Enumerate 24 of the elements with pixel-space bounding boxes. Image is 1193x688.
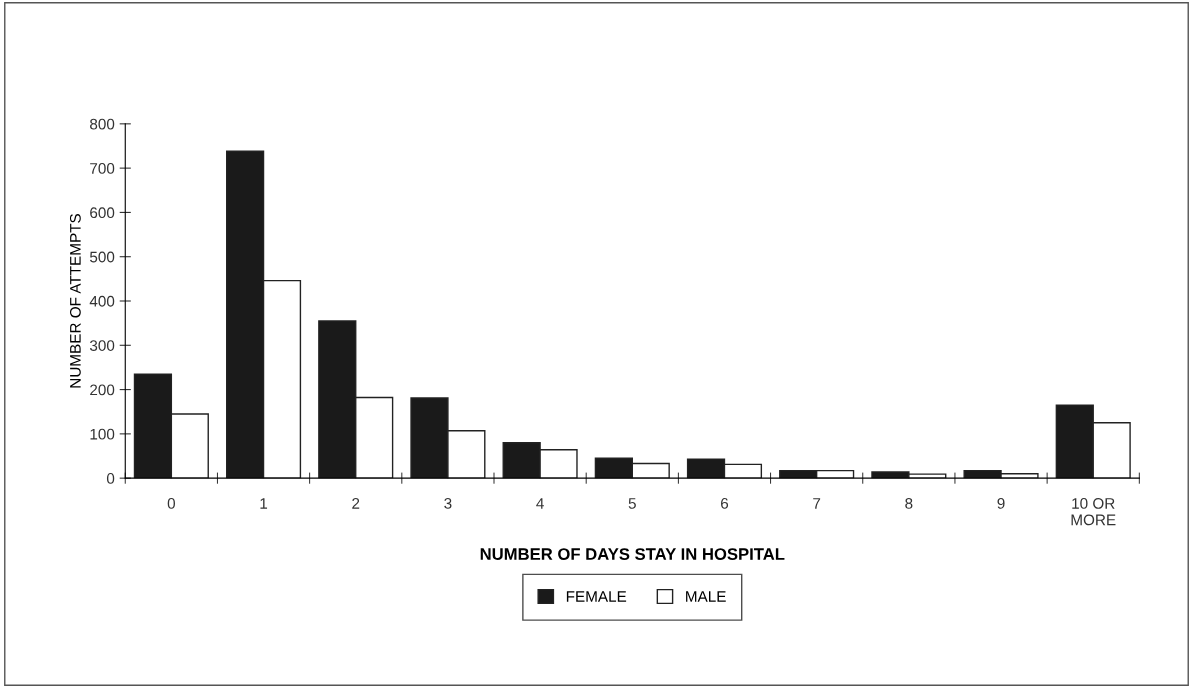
- legend-label: FEMALE: [566, 591, 627, 602]
- y-tick-label: 700: [90, 163, 115, 174]
- y-tick-label: 500: [89, 251, 115, 263]
- x-tick-label: 4: [536, 498, 544, 509]
- y-tick-label: 800: [90, 118, 115, 130]
- y-tick-label: 0: [106, 473, 115, 484]
- x-tick-label: 6: [721, 498, 729, 509]
- x-tick-label: 7: [813, 498, 821, 509]
- x-tick-label: 5: [628, 498, 636, 509]
- x-tick-label: 1: [260, 498, 268, 509]
- x-tick-label: 9: [997, 498, 1005, 509]
- y-tick-label: 300: [89, 340, 115, 351]
- y-tick-label: 100: [90, 428, 115, 440]
- x-tick-label: 8: [905, 498, 913, 509]
- y-tick-label: 400: [89, 295, 115, 307]
- y-axis-title: NUMBER OF ATTEMPTS: [69, 213, 81, 388]
- legend-label: MALE: [686, 591, 726, 602]
- y-tick-label: 600: [90, 207, 115, 219]
- y-tick-label: 200: [90, 384, 115, 396]
- x-tick-label: 3: [444, 498, 452, 509]
- x-tick-label: 2: [352, 498, 360, 509]
- x-tick-label: 10 OR MORE: [1071, 498, 1116, 526]
- x-axis-title: NUMBER OF DAYS STAY IN HOSPITAL: [480, 548, 785, 560]
- x-tick-label: 0: [167, 498, 176, 509]
